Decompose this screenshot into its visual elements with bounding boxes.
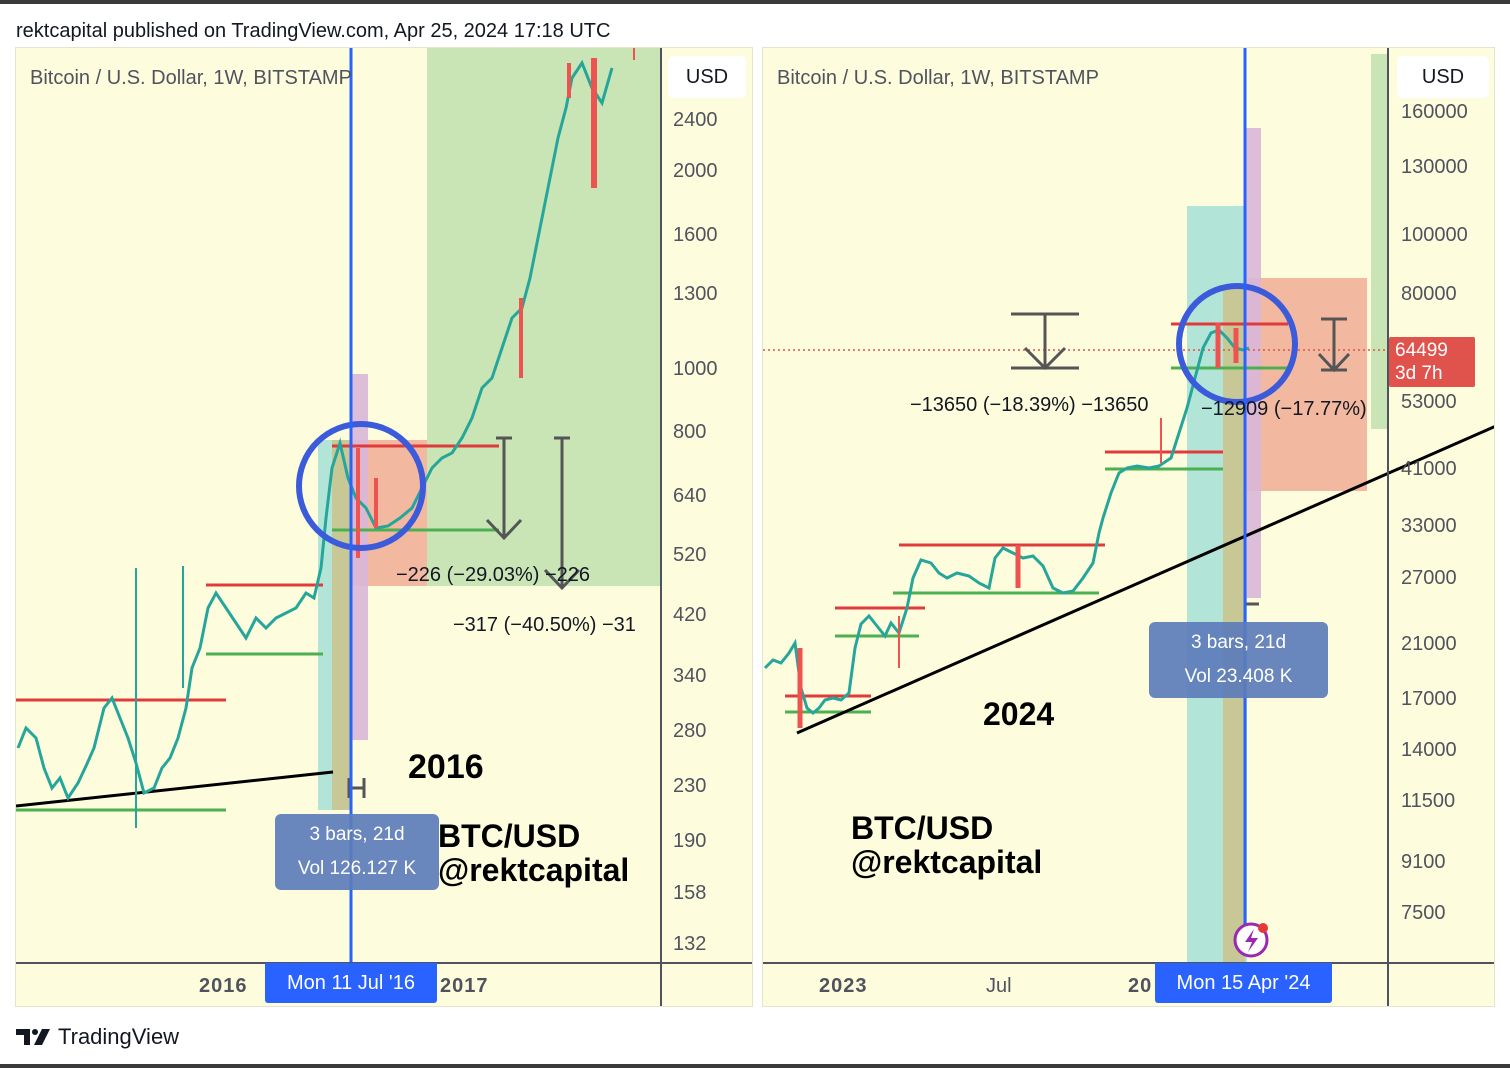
price-tick: 100000	[1401, 224, 1468, 246]
price-tick: 2400	[673, 109, 718, 131]
currency-button[interactable]: USD	[1397, 56, 1489, 98]
price-tick: 14000	[1401, 739, 1457, 761]
price-tick: 2000	[673, 160, 718, 182]
watermark-handle: @rektcapital	[851, 844, 1043, 880]
measure-arrow-2	[543, 436, 581, 591]
price-tick: 27000	[1401, 567, 1457, 589]
candles-2024	[763, 323, 1250, 728]
price-tick: 21000	[1401, 633, 1457, 655]
price-tick: 17000	[1401, 688, 1457, 710]
currency-button[interactable]: USD	[668, 56, 746, 98]
price-tick: 520	[673, 544, 707, 566]
price-tick: 1600	[673, 224, 718, 246]
candles-2016	[16, 48, 635, 828]
time-tick: 2023	[819, 975, 868, 997]
measure-label-2: −12909 (−17.77%)	[1201, 398, 1367, 420]
price-tick: 7500	[1401, 902, 1446, 924]
bars-tooltip: 3 bars, 21d Vol 126.127 K	[275, 814, 439, 890]
price-tick: 53000	[1401, 391, 1457, 413]
footer: TradingView	[16, 1024, 179, 1050]
halving-highlight-circle	[296, 421, 426, 551]
price-tick: 158	[673, 882, 707, 904]
top-edge	[0, 0, 1510, 4]
measure-label-1: −226 (−29.03%) −226	[396, 564, 591, 586]
price-tick: 80000	[1401, 283, 1457, 305]
green-zone-edge	[1371, 54, 1388, 429]
time-tick: 20	[1128, 975, 1153, 997]
price-tick: 132	[673, 933, 707, 955]
price-tick: 11500	[1401, 790, 1456, 812]
red-drawdown-zone	[1245, 278, 1367, 491]
halving-highlight-circle	[1176, 283, 1298, 405]
watermark-pair: BTC/USD	[851, 810, 994, 846]
price-tick: 800	[673, 421, 707, 443]
price-tick: 9100	[1401, 851, 1446, 873]
tooltip-volume: Vol 23.408 K	[1184, 666, 1293, 687]
last-price: 64499	[1395, 340, 1448, 361]
green-target-zone	[427, 48, 661, 586]
crosshair-date-badge: Mon 15 Apr '24	[1155, 963, 1332, 1003]
price-tick: 33000	[1401, 515, 1457, 537]
last-price-tag: 64499 3d 7h	[1389, 337, 1475, 387]
tradingview-brand: TradingView	[58, 1024, 180, 1049]
bar-countdown: 3d 7h	[1395, 363, 1443, 384]
symbol-title: Bitcoin / U.S. Dollar, 1W, BITSTAMP	[30, 67, 352, 89]
price-tick: 190	[673, 830, 707, 852]
year-label: 2024	[983, 696, 1055, 732]
olive-zone	[332, 440, 352, 810]
price-plot-2016[interactable]	[16, 48, 753, 1007]
price-tick: 41000	[1401, 458, 1457, 480]
tradingview-logo-icon	[16, 1029, 50, 1045]
price-tick: 1300	[673, 283, 718, 305]
measure-arrow-2	[1317, 317, 1351, 373]
price-tick: 130000	[1401, 156, 1468, 178]
price-tick: 230	[673, 775, 707, 797]
price-tick: 280	[673, 720, 707, 742]
bottom-edge	[0, 1064, 1510, 1068]
published-line: rektcapital published on TradingView.com…	[16, 20, 611, 42]
tooltip-bars: 3 bars, 21d	[1190, 632, 1287, 653]
measure-arrow-1	[1011, 312, 1079, 371]
measure-label-1: −13650 (−18.39%) −13650	[910, 394, 1149, 416]
lightning-halving-icon	[1233, 922, 1269, 958]
chart-panel-2016[interactable]: Bitcoin / U.S. Dollar, 1W, BITSTAMP USD …	[15, 47, 753, 1007]
crosshair-date-badge: Mon 11 Jul '16	[265, 963, 437, 1003]
price-tick: 1000	[673, 358, 718, 380]
watermark-pair: BTC/USD	[438, 818, 581, 854]
symbol-title: Bitcoin / U.S. Dollar, 1W, BITSTAMP	[777, 67, 1099, 89]
watermark-handle: @rektcapital	[438, 852, 630, 888]
measure-arrow-1	[485, 436, 523, 541]
purple-zone	[1245, 128, 1261, 598]
measure-label-2: −317 (−40.50%) −31	[453, 614, 636, 636]
price-tick: 420	[673, 604, 707, 626]
tooltip-bars: 3 bars, 21d	[309, 824, 405, 845]
bars-tooltip: 3 bars, 21d Vol 23.408 K	[1149, 622, 1328, 698]
time-tick: 2017	[440, 975, 489, 997]
price-tick: 160000	[1401, 101, 1468, 123]
year-label: 2016	[408, 748, 484, 786]
tooltip-volume: Vol 126.127 K	[297, 858, 417, 879]
time-tick: Jul	[986, 975, 1012, 997]
chart-panel-2024[interactable]: Bitcoin / U.S. Dollar, 1W, BITSTAMP USD …	[762, 47, 1495, 1007]
time-tick: 2016	[199, 975, 248, 997]
price-tick: 340	[673, 665, 707, 687]
price-tick: 640	[673, 485, 707, 507]
